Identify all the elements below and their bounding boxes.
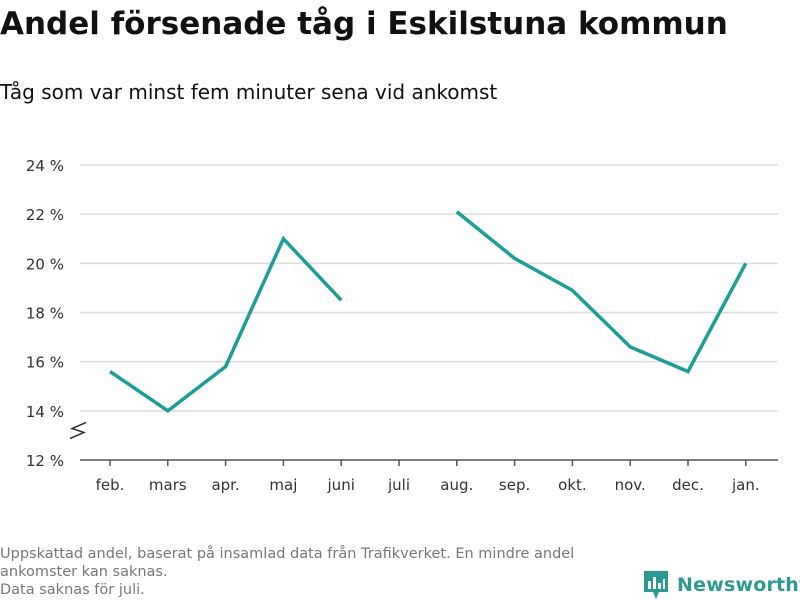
- y-tick-label: 24 %: [26, 157, 64, 175]
- line-chart: 12 % 14 % 16 % 18 % 20 % 22 % 24 % feb. mars apr.…: [26, 157, 778, 494]
- y-tick-label: 16 %: [26, 354, 64, 372]
- y-tick-label: 20 %: [26, 255, 64, 273]
- x-tick-label: feb.: [96, 476, 125, 494]
- x-tick-label: juni: [327, 476, 355, 494]
- y-tick-label: 22 %: [26, 206, 64, 224]
- newsworthy-logo-text: Newsworthy: [677, 574, 800, 596]
- footnote: Uppskattad andel, baserat på insamlad da…: [0, 545, 630, 599]
- chart-subtitle: Tåg som var minst fem minuter sena vid a…: [0, 80, 498, 104]
- footnote-line-missing: Data saknas för juli.: [0, 582, 145, 598]
- y-tick-label: 12 %: [26, 452, 64, 470]
- newsworthy-logo: Newsworthy: [643, 570, 800, 600]
- y-tick-label: 18 %: [26, 305, 64, 323]
- x-tick-label: nov.: [615, 476, 646, 494]
- y-tick-label: 14 %: [26, 403, 64, 421]
- x-tick-label: sep.: [499, 476, 530, 494]
- x-tick-label: jan.: [731, 476, 760, 494]
- x-tick-label: juli: [387, 476, 410, 494]
- newsworthy-logo-icon: [644, 571, 668, 599]
- x-tick-label: aug.: [440, 476, 473, 494]
- x-tick-label: apr.: [211, 476, 239, 494]
- x-tick-label: mars: [149, 476, 187, 494]
- x-tick-label: dec.: [672, 476, 704, 494]
- series-line-segment: [455, 210, 748, 374]
- y-axis-break-mark: [69, 421, 87, 440]
- series-line-segment: [109, 235, 343, 413]
- x-tick-label: okt.: [558, 476, 587, 494]
- chart-title: Andel försenade tåg i Eskilstuna kommun: [0, 6, 728, 42]
- footnote-line-source: Uppskattad andel, baserat på insamlad da…: [0, 546, 575, 580]
- x-tick-label: maj: [269, 476, 297, 494]
